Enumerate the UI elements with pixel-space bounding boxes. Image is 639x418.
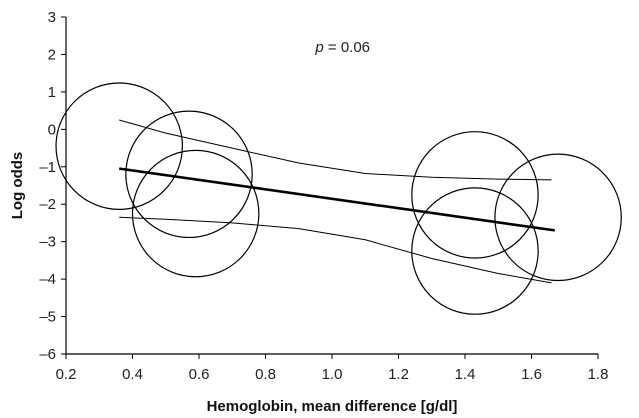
regression-line [119, 167, 555, 232]
plot-area [55, 82, 622, 315]
study-point [55, 82, 183, 210]
y-tick-label: 2 [48, 46, 56, 63]
x-tick-label: 0.2 [56, 366, 77, 383]
x-tick-label: 0.8 [255, 366, 276, 383]
study-point [131, 149, 260, 278]
y-axis: 3 2 1 0 –1 –2 –3 –4 –5 –6 [39, 9, 67, 363]
y-tick-label: –5 [39, 309, 56, 326]
y-tick-label: –4 [39, 271, 56, 288]
y-tick-label: –3 [39, 234, 56, 251]
study-point [411, 131, 539, 259]
y-tick-label: 0 [48, 121, 56, 138]
x-tick-label: 1.8 [588, 366, 609, 383]
p-value-annotation: p = 0.06 [314, 39, 370, 56]
x-tick-label: 0.6 [189, 366, 210, 383]
y-tick-label: 1 [48, 84, 56, 101]
y-tick-label: –2 [39, 196, 56, 213]
x-tick-label: 0.4 [122, 366, 143, 383]
x-axis: 0.2 0.4 0.6 0.8 1.0 1.2 1.4 1.6 1.8 [56, 353, 609, 383]
p-value-symbol: p [314, 39, 323, 56]
study-point [411, 187, 539, 315]
x-tick-label: 1.6 [521, 366, 542, 383]
x-tick-label: 1.2 [388, 366, 409, 383]
x-tick-label: 1.4 [455, 366, 476, 383]
y-axis-title: Log odds [9, 152, 26, 220]
study-point [125, 110, 253, 239]
x-axis-title: Hemoglobin, mean difference [g/dl] [207, 398, 458, 415]
study-point [494, 153, 622, 282]
ci-lower-line [119, 216, 552, 284]
p-value-text: = 0.06 [324, 39, 370, 56]
x-tick-label: 1.0 [322, 366, 343, 383]
y-tick-label: 3 [48, 9, 56, 26]
ci-upper-line [119, 119, 552, 181]
y-tick-label: –1 [39, 159, 56, 176]
y-tick-label: –6 [39, 346, 56, 363]
